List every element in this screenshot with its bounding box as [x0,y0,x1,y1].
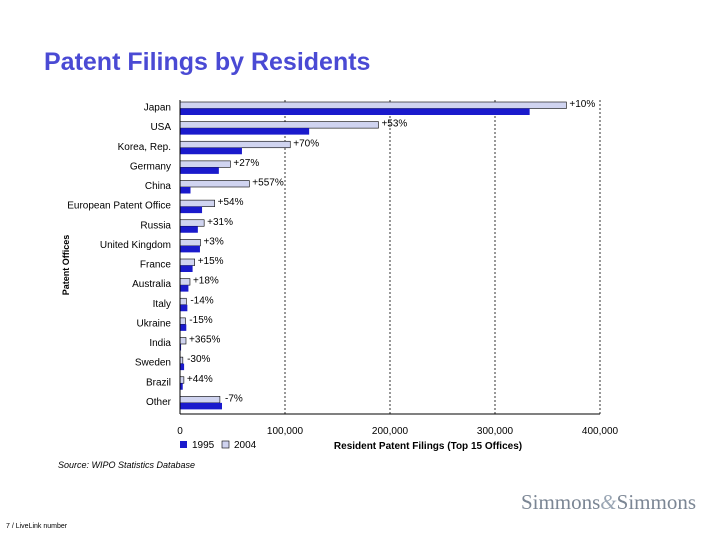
bar-2004 [179,180,250,188]
legend-label-1995: 1995 [192,440,215,451]
bar-1995 [180,402,222,410]
x-tick-label: 0 [177,426,183,437]
bar-2004 [179,337,187,345]
logo-word-right: Simmons [616,490,696,514]
bar-2004 [179,121,379,129]
bar-1995 [180,206,203,214]
bar-1995 [180,187,191,194]
bar-annotation: +70% [293,138,319,149]
category-label: Japan [144,103,171,114]
bar-1995 [180,363,185,371]
bar-1995 [180,147,242,155]
bar-1995 [180,383,183,390]
category-label: Sweden [135,358,171,369]
bar-1995 [180,344,182,351]
category-label: Italy [153,299,171,310]
bar-1995 [180,285,189,292]
page-title: Patent Filings by Residents [44,48,371,76]
bar-chart: Japan USA Korea, Rep. Germany China European … [61,99,619,452]
bar-annotation: +365% [189,335,221,346]
bar-annotation: +15% [198,256,224,267]
bar-1995 [180,167,219,174]
bar-1995 [180,265,193,272]
logo-word-left: Simmons [520,490,601,514]
bar-1995 [180,324,187,331]
x-axis-label: Resident Patent Filings (Top 15 Offices) [334,441,522,452]
bar-1995 [180,304,188,312]
bar-2004 [179,278,191,286]
footer-text: 7 / LiveLink number [6,523,68,530]
bar-2004 [179,297,187,306]
bar-annotation: +557% [252,178,284,189]
bar-annotation: -7% [225,393,243,404]
bar-annotation: -15% [189,315,212,326]
x-tick-label: 100,000 [267,426,304,437]
category-label: Ukraine [137,318,172,329]
category-label: France [140,260,172,271]
bar-1995 [180,128,310,135]
logo-ampersand: & [600,490,617,514]
company-logo: Simmons&Simmons [521,490,696,515]
category-label: India [149,338,171,349]
bar-annotation: +44% [187,374,213,385]
category-label: Korea, Rep. [118,142,171,153]
category-label: USA [150,122,171,133]
bar-2004 [179,239,201,247]
bar-2004 [179,317,186,325]
chart-legend: 1995 2004 [180,440,257,451]
bar-annotations: +10% +53% +70% +27% +557% +54% +31% +3% +15% +18%… [187,99,595,404]
chart-gridlines [284,100,601,414]
x-tick-label: 200,000 [372,426,409,437]
category-label: European Patent Office [67,201,171,212]
bar-1995 [180,108,530,115]
bar-annotation: +3% [203,236,223,247]
bar-annotation: -14% [190,295,213,306]
category-label: Brazil [146,377,171,388]
bar-2004 [179,101,567,109]
bar-annotation: +31% [207,217,233,228]
category-label: Other [146,397,172,408]
bar-annotation: +27% [233,158,259,169]
bar-2004 [179,396,221,404]
bar-2004 [179,160,231,168]
bar-annotation: +54% [218,197,244,208]
chart-bars [179,101,567,410]
category-label: China [145,181,172,192]
legend-swatch-2004 [221,440,230,449]
x-tick-labels: 0 100,000 200,000 300,000 400,000 [177,426,618,437]
category-label: Australia [132,279,171,290]
source-note: Source: WIPO Statistics Database [58,460,196,470]
category-label: United Kingdom [100,240,171,251]
category-labels: Japan USA Korea, Rep. Germany China European … [67,103,171,408]
legend-swatch-1995 [180,441,187,448]
category-label: Russia [140,220,171,231]
bar-2004 [179,199,215,207]
bar-annotation: +10% [569,99,595,110]
bar-2004 [179,258,195,266]
category-label: Germany [130,161,171,172]
x-tick-label: 300,000 [477,426,514,437]
bar-2004 [179,140,291,149]
bar-annotation: -30% [187,354,210,365]
bar-1995 [180,245,200,253]
bar-2004 [179,219,205,227]
y-axis-label: Patent Offices [61,235,71,296]
bar-annotation: +53% [381,119,407,130]
bar-2004 [179,376,185,384]
bar-1995 [180,226,198,233]
x-tick-label: 400,000 [582,426,619,437]
legend-label-2004: 2004 [234,440,257,451]
bar-annotation: +18% [193,276,219,287]
